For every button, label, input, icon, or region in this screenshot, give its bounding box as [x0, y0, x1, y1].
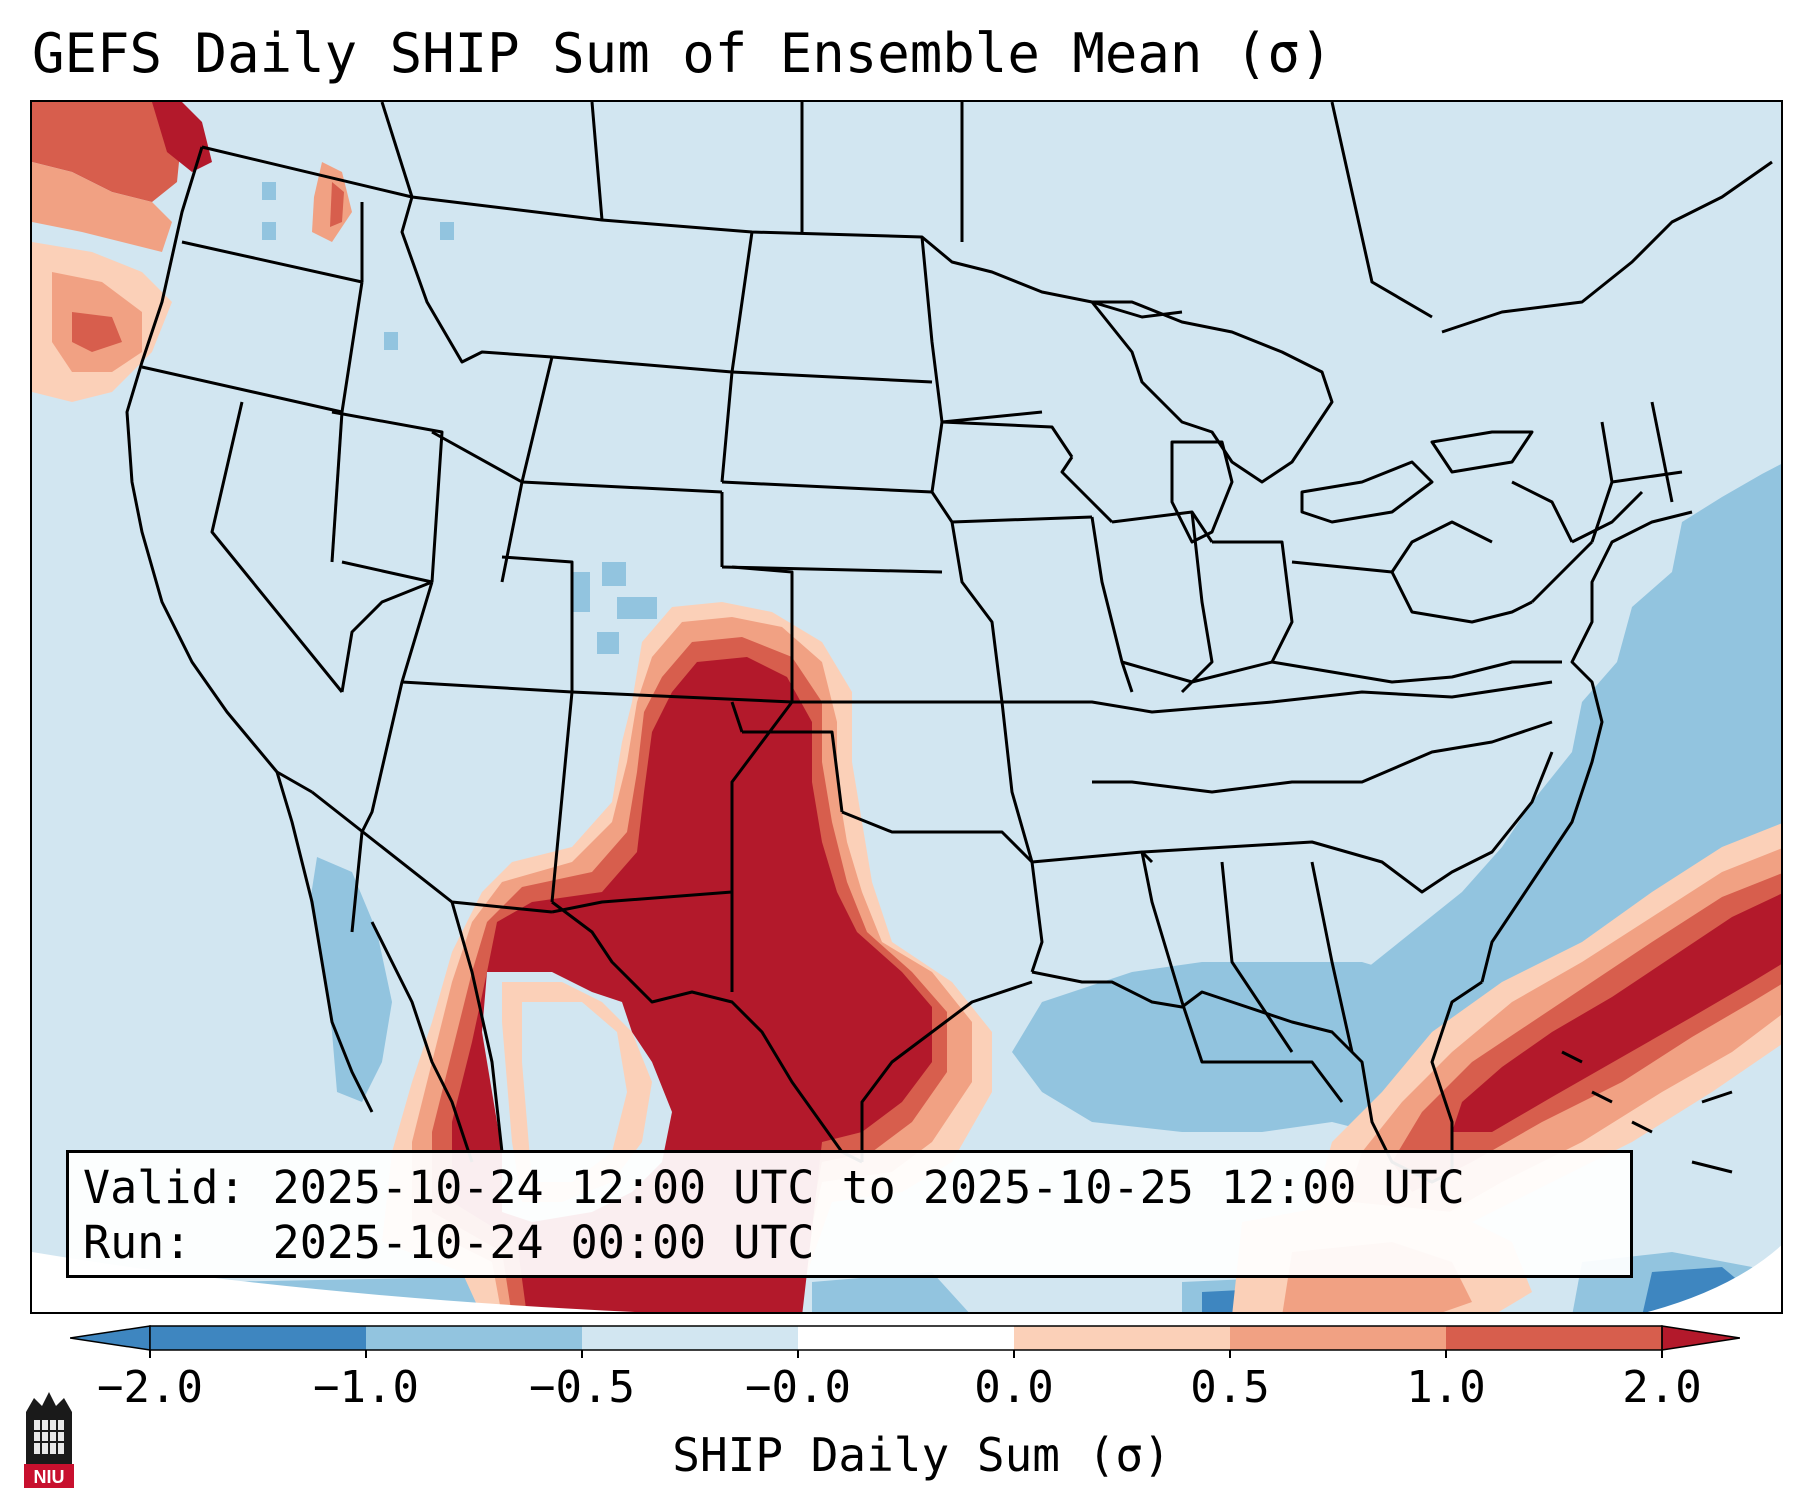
colorbar-extend-high — [1661, 1325, 1740, 1351]
run-time: 2025-10-24 00:00 UTC — [272, 1216, 815, 1269]
colorbar-tick-label: 0.0 — [974, 1362, 1054, 1413]
projection-edge-sw — [32, 1252, 636, 1312]
run-label: Run: — [83, 1216, 192, 1269]
colorbar-tick-label: 2.0 — [1622, 1362, 1702, 1413]
valid-run-info-box: Valid: 2025-10-24 12:00 UTC to 2025-10-2… — [66, 1150, 1633, 1278]
colorbar-segment-2 — [366, 1326, 582, 1350]
colorbar-segment-7 — [1446, 1326, 1662, 1350]
map-canvas — [32, 102, 1781, 1312]
colorbar-tick-label: −2.0 — [97, 1362, 203, 1413]
map-panel — [30, 100, 1783, 1314]
colorbar-segment-3 — [582, 1326, 798, 1350]
colorbar-tick-label: 0.5 — [1190, 1362, 1270, 1413]
valid-time-range: 2025-10-24 12:00 UTC to 2025-10-25 12:00… — [272, 1161, 1465, 1214]
niu-logo: NIU — [24, 1392, 74, 1488]
colorbar-label-wrap: SHIP Daily Sum (σ) — [0, 1428, 1803, 1482]
map-title: GEFS Daily SHIP Sum of Ensemble Mean (σ) — [32, 22, 1333, 85]
colorbar-tick-label: −0.5 — [529, 1362, 635, 1413]
colorbar-label: SHIP Daily Sum (σ) — [672, 1428, 1171, 1482]
colorbar-tick-label: −1.0 — [313, 1362, 419, 1413]
colorbar-segment-1 — [150, 1326, 366, 1350]
logo-text: NIU — [34, 1467, 65, 1487]
colorbar-segment-5 — [1014, 1326, 1230, 1350]
colorbar-segment-4 — [798, 1326, 1014, 1350]
colorbar-segment-6 — [1230, 1326, 1446, 1350]
state-boundaries — [125, 102, 1773, 1184]
valid-label: Valid: — [83, 1161, 246, 1214]
colorbar — [70, 1325, 1740, 1358]
colorbar-extend-low — [70, 1325, 151, 1351]
colorbar-tick-label: −0.0 — [745, 1362, 851, 1413]
projection-edge-se — [1647, 1245, 1781, 1312]
colorbar-ticks — [149, 1350, 1663, 1358]
colorbar-tick-label: 1.0 — [1406, 1362, 1486, 1413]
